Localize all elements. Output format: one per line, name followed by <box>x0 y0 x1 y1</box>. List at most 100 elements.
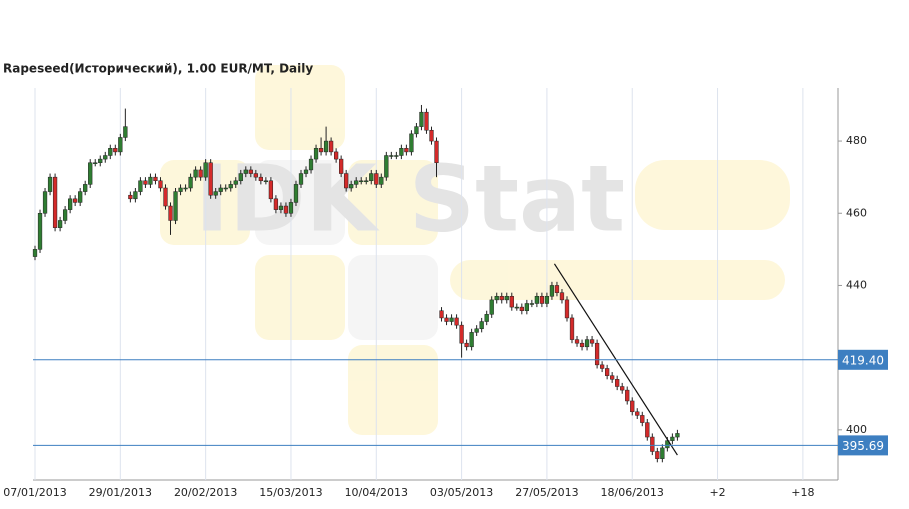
candle-body <box>354 180 359 185</box>
candle-body <box>313 148 319 160</box>
candle-body <box>660 447 665 459</box>
candle-body <box>344 173 349 189</box>
candle-body <box>98 158 103 163</box>
x-tick-label: 03/05/2013 <box>430 486 493 499</box>
watermark-shapes <box>160 65 790 435</box>
candle-body <box>665 440 670 449</box>
candle-body <box>499 296 504 301</box>
candle-body <box>108 148 113 156</box>
candle-body <box>88 162 93 185</box>
candle-body <box>278 205 284 210</box>
x-tick-label: +2 <box>709 486 725 499</box>
candle-body <box>143 180 148 185</box>
candle-body <box>113 148 118 153</box>
candle-body <box>414 126 419 135</box>
watermark: IDK Stat <box>195 145 625 252</box>
candle-body <box>258 176 263 182</box>
wm-bar <box>450 260 785 300</box>
candle-body <box>514 306 519 309</box>
candle-body <box>569 317 575 340</box>
candle-body <box>37 213 43 250</box>
candle-body <box>188 176 193 189</box>
candle-body <box>509 296 514 308</box>
price-label-box <box>838 349 888 370</box>
wm-bar <box>635 160 790 230</box>
wm-box <box>348 160 438 245</box>
candle-body <box>464 342 469 348</box>
candle-body <box>589 339 595 344</box>
candle-body <box>243 169 248 174</box>
x-tick-label: 20/02/2013 <box>174 486 237 499</box>
candle-body <box>303 169 309 174</box>
candle-body <box>529 303 534 305</box>
candle-body <box>650 436 655 452</box>
candle-body <box>610 375 615 380</box>
candle-body <box>328 140 334 153</box>
price-label: 395.69 <box>842 439 884 453</box>
candle-body <box>213 191 218 196</box>
candle-body <box>384 155 389 178</box>
candle-body <box>534 296 540 304</box>
candle-body <box>374 173 379 185</box>
candle-body <box>148 176 153 185</box>
candle-body <box>233 180 238 185</box>
wm-box <box>348 345 438 435</box>
wm-box <box>255 160 345 245</box>
candle-body <box>208 162 213 196</box>
candle-body <box>655 451 660 459</box>
candle-body <box>173 191 178 221</box>
candle-body <box>298 173 304 185</box>
candle-body <box>83 184 88 192</box>
wm-box <box>348 255 438 340</box>
candle-body <box>630 400 635 413</box>
candle-body <box>474 328 479 333</box>
candle-body <box>640 415 645 423</box>
candle-body <box>605 368 610 376</box>
wm-box <box>160 160 250 245</box>
candle-body <box>559 292 565 301</box>
candle-body <box>584 339 590 348</box>
x-tick-label: 10/04/2013 <box>345 486 408 499</box>
candle-body <box>283 205 289 214</box>
candle-body <box>57 220 63 228</box>
candle-body <box>635 411 640 416</box>
candle-body <box>103 155 108 160</box>
candle-body <box>288 202 294 214</box>
candle-body <box>123 126 128 138</box>
candle-body <box>494 296 499 301</box>
candle-body <box>394 155 399 157</box>
candle-body <box>645 422 650 438</box>
candle-body <box>263 180 268 183</box>
candle-body <box>409 133 414 153</box>
candle-body <box>439 310 444 319</box>
candle-body <box>228 184 233 189</box>
candle-body <box>128 194 133 200</box>
candle-body <box>369 173 374 182</box>
candle-body <box>193 169 198 178</box>
candle-body <box>138 180 143 192</box>
candle-body <box>554 285 560 293</box>
candle-body <box>118 137 123 153</box>
candle-body <box>599 364 605 369</box>
candle-body <box>434 140 439 163</box>
candle-body <box>469 332 474 348</box>
candle-body <box>379 176 384 185</box>
candle-body <box>218 187 223 192</box>
candle-body <box>574 339 580 344</box>
price-label-box <box>838 435 888 456</box>
candle-body <box>52 176 58 228</box>
candle-body <box>429 129 434 142</box>
candle-body <box>620 386 625 391</box>
wm-box <box>255 255 345 340</box>
candle-body <box>333 151 339 160</box>
candle-body <box>268 180 274 200</box>
candle-body <box>539 296 545 304</box>
x-tick-label: +18 <box>791 486 814 499</box>
candle-body <box>519 306 524 311</box>
candle-body <box>198 169 203 178</box>
candle-body <box>564 299 570 319</box>
x-tick-label: 18/06/2013 <box>601 486 664 499</box>
candle-body <box>223 187 228 190</box>
candle-body <box>615 379 620 387</box>
